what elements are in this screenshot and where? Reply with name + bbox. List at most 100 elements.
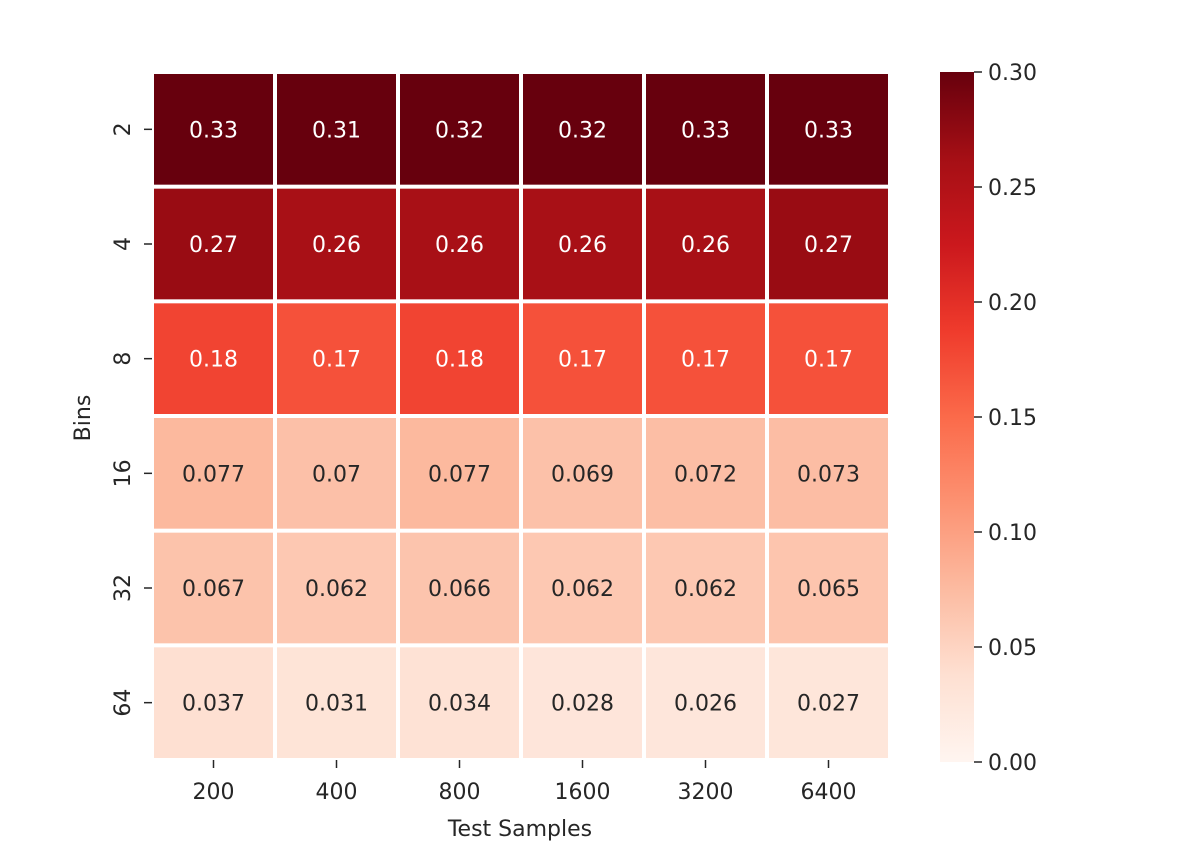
cell-value-label: 0.069 — [551, 462, 614, 487]
colorbar-tick-label: 0.20 — [988, 291, 1037, 316]
cell-value-label: 0.33 — [804, 118, 853, 143]
cell-value-label: 0.26 — [312, 233, 361, 258]
heatmap-cell — [646, 188, 765, 300]
cell-value-label: 0.062 — [551, 577, 614, 602]
cell-value-label: 0.067 — [182, 577, 245, 602]
colorbar-gradient — [940, 72, 974, 762]
cell-value-label: 0.026 — [674, 692, 737, 717]
heatmap-cell — [646, 303, 765, 414]
heatmap-cell — [523, 418, 642, 529]
cell-value-label: 0.066 — [428, 577, 491, 602]
x-tick-label: 200 — [193, 780, 235, 805]
cell-value-label: 0.17 — [681, 348, 730, 373]
heatmap-cell — [154, 188, 273, 300]
cell-value-label: 0.17 — [312, 348, 361, 373]
heatmap-cell — [277, 418, 396, 529]
heatmap-cell — [769, 532, 888, 644]
heatmap-cell — [400, 418, 519, 529]
heatmap-cell — [523, 188, 642, 300]
y-axis-title: Bins — [71, 395, 96, 442]
cell-value-label: 0.18 — [189, 348, 238, 373]
cell-value-label: 0.32 — [558, 118, 607, 143]
heatmap-cell — [769, 303, 888, 414]
y-tick-label: 16 — [111, 459, 136, 487]
heatmap-cell — [646, 418, 765, 529]
y-tick-label: 2 — [111, 122, 136, 136]
heatmap-cell-labels: 0.33 0.31 0.32 0.32 0.33 0.33 0.27 0.26 0.26 0.26… — [182, 118, 860, 716]
x-tick-label: 6400 — [801, 780, 857, 805]
heatmap-cells — [154, 74, 888, 758]
heatmap-cell — [523, 74, 642, 185]
cell-value-label: 0.27 — [804, 233, 853, 258]
colorbar-tick-label: 0.00 — [988, 751, 1037, 776]
heatmap-cell — [277, 74, 396, 185]
y-tick-label: 8 — [111, 352, 136, 366]
heatmap-cell — [646, 74, 765, 185]
cell-value-label: 0.062 — [305, 577, 368, 602]
heatmap-cell — [400, 532, 519, 644]
x-axis-title: Test Samples — [447, 817, 592, 842]
x-tick-label: 800 — [439, 780, 481, 805]
heatmap-cell — [769, 647, 888, 758]
heatmap-cell — [154, 303, 273, 414]
cell-value-label: 0.065 — [797, 577, 860, 602]
heatmap-cell — [523, 303, 642, 414]
y-tick-label: 4 — [111, 237, 136, 251]
heatmap-cell — [523, 647, 642, 758]
cell-value-label: 0.031 — [305, 692, 368, 717]
colorbar-ticks: 0.00 0.05 0.10 0.15 0.20 0.25 0.30 — [974, 61, 1037, 776]
cell-value-label: 0.07 — [312, 462, 361, 487]
cell-value-label: 0.33 — [681, 118, 730, 143]
cell-value-label: 0.17 — [804, 348, 853, 373]
cell-value-label: 0.27 — [189, 233, 238, 258]
cell-value-label: 0.072 — [674, 462, 737, 487]
colorbar-tick-label: 0.10 — [988, 521, 1037, 546]
cell-value-label: 0.077 — [428, 462, 491, 487]
y-tick-label: 32 — [111, 574, 136, 602]
x-axis: 200 400 800 1600 3200 6400 — [193, 760, 857, 805]
heatmap-cell — [400, 303, 519, 414]
heatmap-cell — [277, 647, 396, 758]
y-axis: 2 4 8 16 32 64 — [111, 122, 152, 717]
colorbar-tick-label: 0.15 — [988, 406, 1037, 431]
cell-value-label: 0.26 — [681, 233, 730, 258]
cell-value-label: 0.31 — [312, 118, 361, 143]
heatmap-cell — [646, 532, 765, 644]
cell-value-label: 0.037 — [182, 692, 245, 717]
colorbar: 0.00 0.05 0.10 0.15 0.20 0.25 0.30 — [940, 61, 1037, 776]
heatmap-cell — [277, 188, 396, 300]
y-tick-label: 64 — [111, 689, 136, 717]
cell-value-label: 0.17 — [558, 348, 607, 373]
cell-value-label: 0.034 — [428, 692, 491, 717]
heatmap-cell — [769, 188, 888, 300]
x-tick-label: 1600 — [555, 780, 611, 805]
heatmap-cell — [769, 74, 888, 185]
cell-value-label: 0.062 — [674, 577, 737, 602]
heatmap-cell — [154, 647, 273, 758]
cell-value-label: 0.027 — [797, 692, 860, 717]
cell-value-label: 0.077 — [182, 462, 245, 487]
heatmap-cell — [154, 418, 273, 529]
cell-value-label: 0.073 — [797, 462, 860, 487]
cell-value-label: 0.26 — [558, 233, 607, 258]
cell-value-label: 0.18 — [435, 348, 484, 373]
colorbar-tick-label: 0.05 — [988, 636, 1037, 661]
heatmap-cell — [523, 532, 642, 644]
heatmap-cell — [154, 532, 273, 644]
colorbar-tick-label: 0.25 — [988, 176, 1037, 201]
heatmap-cell — [277, 532, 396, 644]
heatmap-cell — [400, 74, 519, 185]
heatmap-cell — [400, 188, 519, 300]
heatmap-cell — [400, 647, 519, 758]
colorbar-tick-label: 0.30 — [988, 61, 1037, 86]
heatmap-cell — [154, 74, 273, 185]
heatmap-cell — [769, 418, 888, 529]
heatmap-cell — [646, 647, 765, 758]
cell-value-label: 0.26 — [435, 233, 484, 258]
heatmap-cell — [277, 303, 396, 414]
cell-value-label: 0.028 — [551, 692, 614, 717]
cell-value-label: 0.33 — [189, 118, 238, 143]
cell-value-label: 0.32 — [435, 118, 484, 143]
